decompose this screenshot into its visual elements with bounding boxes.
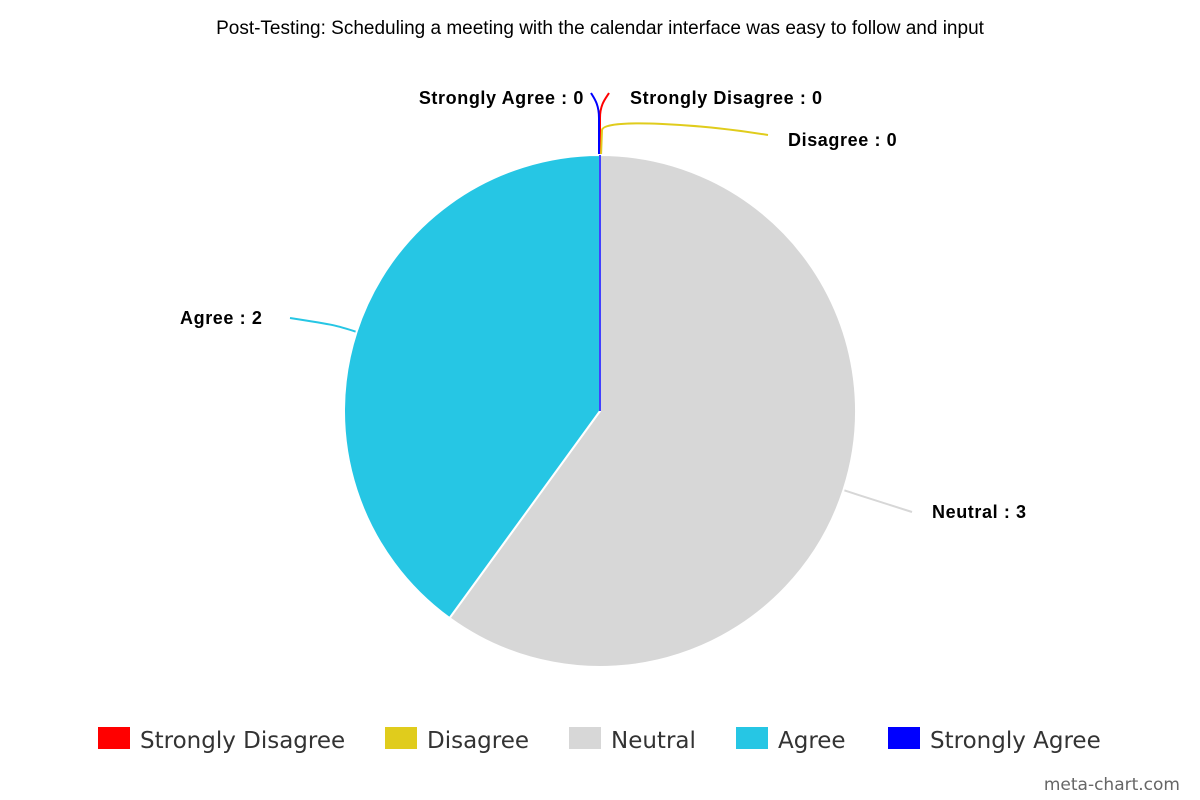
data-label-strongly-agree: Strongly Agree : 0 [419,88,584,108]
credit-text: meta-chart.com [1044,775,1180,795]
legend-label-agree: Agree [778,728,846,754]
legend-label-strongly-agree: Strongly Agree [930,728,1101,754]
legend-item-disagree[interactable]: Disagree [385,727,529,754]
connector-strongly-agree [590,92,600,154]
slice-agree [343,153,601,620]
legend-item-strongly-agree[interactable]: Strongly Agree [888,727,1101,754]
data-labels: Strongly Disagree : 0 Disagree : 0 Neutral… [180,88,1027,522]
legend-swatch-neutral [569,727,601,749]
label-connectors [289,92,913,513]
connector-agree [289,317,357,333]
legend-item-strongly-disagree[interactable]: Strongly Disagree [98,727,345,754]
chart-title: Post-Testing: Scheduling a meeting with … [216,18,985,39]
legend-item-neutral[interactable]: Neutral [569,727,696,754]
legend-label-neutral: Neutral [611,728,696,754]
data-label-agree: Agree : 2 [180,308,262,328]
slice-neutral [448,153,857,668]
legend-swatch-strongly-disagree [98,727,130,749]
legend-swatch-strongly-agree [888,727,920,749]
data-label-disagree: Disagree : 0 [788,130,897,150]
legend-item-agree[interactable]: Agree [736,727,846,754]
connector-disagree [600,122,769,157]
legend-swatch-disagree [385,727,417,749]
legend: Strongly Disagree Disagree Neutral Agree Str… [98,727,1101,754]
connector-neutral [843,489,913,513]
data-label-neutral: Neutral : 3 [932,502,1027,522]
pie-slices [343,153,857,668]
legend-label-disagree: Disagree [427,728,529,754]
legend-label-strongly-disagree: Strongly Disagree [140,728,345,754]
legend-swatch-agree [736,727,768,749]
data-label-strongly-disagree: Strongly Disagree : 0 [630,88,823,108]
